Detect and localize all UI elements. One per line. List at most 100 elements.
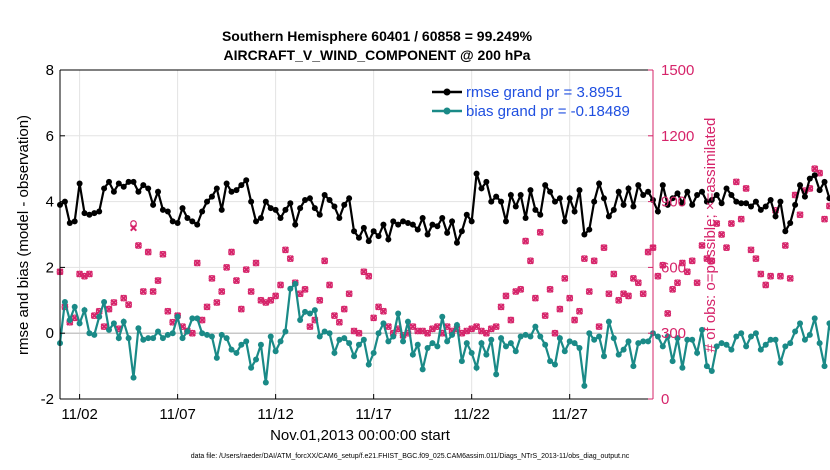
- obs-assimilated-stroke: [610, 270, 618, 278]
- bias-point: [517, 333, 524, 340]
- obs-assimilated-marker: [370, 314, 378, 322]
- rmse-point: [439, 215, 446, 222]
- rmse-point: [532, 206, 539, 213]
- obs-possible-marker: [659, 261, 667, 269]
- obs-possible-marker: [360, 268, 368, 276]
- rmse-point: [797, 182, 804, 189]
- obs-possible-marker: [277, 281, 284, 289]
- obs-possible-marker: [561, 274, 569, 282]
- obs-assimilated-stroke: [321, 257, 329, 265]
- obs-assimilated-marker: [188, 329, 196, 337]
- obs-assimilated-stroke: [639, 290, 647, 298]
- obs-assimilated-stroke: [786, 274, 794, 282]
- obs-possible-marker: [100, 323, 108, 331]
- rmse-point: [150, 201, 157, 208]
- obs-assimilated-stroke: [816, 169, 824, 177]
- obs-possible-marker: [556, 305, 564, 313]
- obs-assimilated-stroke: [272, 292, 280, 300]
- obs-assimilated-stroke: [825, 204, 830, 210]
- obs-assimilated-marker: [218, 288, 226, 296]
- rmse-point: [547, 188, 554, 195]
- obs-possible-marker: [306, 323, 314, 331]
- bias-point: [449, 331, 456, 338]
- rmse-point: [140, 182, 147, 189]
- obs-assimilated-stroke: [277, 281, 285, 289]
- obs-assimilated-stroke: [85, 270, 93, 278]
- bias-point: [375, 330, 382, 337]
- obs-possible-marker: [615, 296, 623, 304]
- y-tick-label: -2: [41, 391, 54, 408]
- obs-assimilated-stroke: [100, 323, 108, 331]
- rmse-point: [699, 188, 706, 195]
- y2-tick-label: 1200: [661, 128, 694, 145]
- obs-assimilated-marker: [487, 325, 495, 333]
- y-tick-label: 8: [46, 62, 54, 79]
- obs-assimilated-marker: [610, 270, 618, 278]
- obs-possible-marker: [213, 299, 221, 306]
- obs-assimilated-stroke: [727, 220, 735, 228]
- obs-possible-marker: [688, 257, 696, 265]
- rmse-point: [571, 208, 578, 215]
- obs-assimilated-marker: [546, 285, 554, 293]
- rmse-point: [449, 218, 456, 225]
- bias-point: [645, 338, 652, 345]
- bias-point: [468, 349, 475, 356]
- bias-point: [444, 338, 451, 345]
- rmse-point: [620, 201, 627, 208]
- obs-possible-marker: [228, 248, 235, 256]
- bias-point: [605, 318, 612, 325]
- bias-point: [478, 340, 485, 347]
- obs-assimilated-marker: [703, 255, 711, 263]
- bias-point: [708, 368, 715, 375]
- bias-point: [669, 358, 676, 365]
- obs-assimilated-marker: [110, 298, 118, 307]
- obs-assimilated-stroke: [345, 290, 353, 298]
- plot-series: [56, 165, 830, 389]
- rmse-point: [694, 192, 701, 199]
- bias-point: [159, 335, 166, 342]
- obs-assimilated-stroke: [659, 261, 667, 269]
- obs-possible-marker: [409, 323, 417, 331]
- obs-assimilated-stroke: [742, 184, 750, 192]
- rmse-point: [302, 196, 309, 203]
- rmse-point: [581, 231, 588, 238]
- x-tick-label: 11/02: [61, 406, 97, 423]
- obs-assimilated-stroke: [757, 270, 765, 278]
- bias-point: [424, 345, 431, 352]
- obs-assimilated-stroke: [580, 255, 588, 263]
- obs-assimilated-marker: [698, 241, 706, 249]
- bias-point: [561, 348, 568, 355]
- obs-assimilated-stroke: [536, 228, 544, 236]
- obs-assimilated-stroke: [458, 329, 466, 337]
- bias-point: [787, 340, 794, 347]
- rmse-point: [365, 238, 372, 245]
- bias-point: [502, 343, 509, 350]
- obs-assimilated-marker: [355, 329, 363, 337]
- bias-point: [757, 346, 764, 353]
- obs-assimilated-marker: [277, 281, 285, 289]
- obs-assimilated-marker: [247, 288, 255, 296]
- obs-possible-marker: [380, 307, 387, 315]
- obs-assimilated-stroke: [468, 325, 476, 333]
- bias-point: [120, 318, 127, 325]
- obs-assimilated-stroke: [624, 292, 633, 300]
- bias-point: [272, 348, 279, 355]
- x-tick-label: 11/17: [355, 406, 391, 423]
- obs-possible-marker: [590, 257, 598, 265]
- bias-point: [228, 346, 235, 353]
- obs-assimilated-marker: [556, 305, 564, 313]
- bias-point: [238, 341, 245, 348]
- rmse-point: [600, 195, 607, 202]
- bias-point: [620, 346, 627, 353]
- obs-assimilated-marker: [678, 259, 686, 267]
- rmse-point: [101, 185, 108, 192]
- obs-assimilated-marker: [786, 274, 794, 282]
- bias-point: [71, 303, 78, 310]
- obs-assimilated-marker: [208, 274, 216, 282]
- obs-possible-marker: [203, 303, 211, 311]
- obs-assimilated-stroke: [522, 237, 530, 245]
- obs-assimilated-marker: [517, 285, 525, 293]
- rmse-point: [806, 175, 813, 182]
- obs-possible-marker: [674, 279, 681, 287]
- obs-assimilated-marker: [134, 241, 142, 249]
